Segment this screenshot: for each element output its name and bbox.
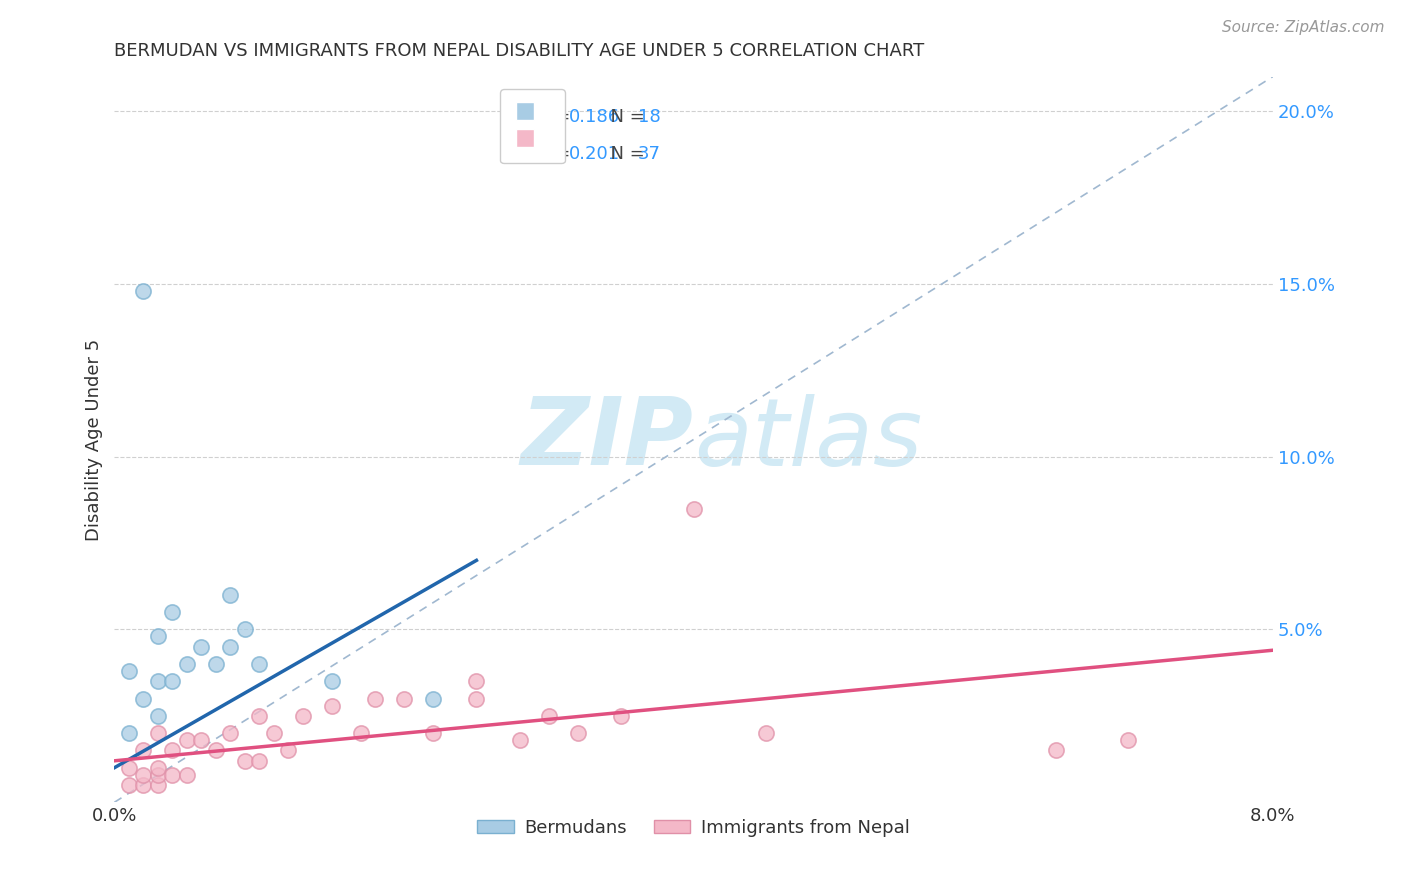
Text: 0.186: 0.186 xyxy=(568,108,620,126)
Text: Source: ZipAtlas.com: Source: ZipAtlas.com xyxy=(1222,20,1385,35)
Text: BERMUDAN VS IMMIGRANTS FROM NEPAL DISABILITY AGE UNDER 5 CORRELATION CHART: BERMUDAN VS IMMIGRANTS FROM NEPAL DISABI… xyxy=(114,42,925,60)
Point xyxy=(118,664,141,678)
Point xyxy=(509,733,531,747)
Point xyxy=(422,726,444,740)
Text: 18: 18 xyxy=(638,108,661,126)
Point xyxy=(146,709,169,723)
Point xyxy=(233,754,256,768)
Point xyxy=(422,691,444,706)
Point xyxy=(176,733,198,747)
Point xyxy=(146,778,169,792)
Point xyxy=(247,657,270,671)
Point xyxy=(392,691,415,706)
Point xyxy=(465,674,488,689)
Point xyxy=(567,726,589,740)
Point xyxy=(364,691,387,706)
Point xyxy=(349,726,371,740)
Point xyxy=(146,674,169,689)
Point xyxy=(610,709,633,723)
Point xyxy=(321,674,343,689)
Text: N =: N = xyxy=(599,145,650,163)
Point xyxy=(233,623,256,637)
Point xyxy=(118,778,141,792)
Point xyxy=(176,767,198,781)
Point xyxy=(146,761,169,775)
Text: ZIP: ZIP xyxy=(520,393,693,485)
Point xyxy=(162,743,184,757)
Text: R =: R = xyxy=(537,108,576,126)
Point xyxy=(219,588,242,602)
Point xyxy=(146,629,169,643)
Text: N =: N = xyxy=(599,108,650,126)
Point xyxy=(321,698,343,713)
Text: 37: 37 xyxy=(638,145,661,163)
Point xyxy=(132,284,155,298)
Point xyxy=(132,691,155,706)
Point xyxy=(755,726,778,740)
Point xyxy=(219,726,242,740)
Point xyxy=(146,767,169,781)
Point xyxy=(176,657,198,671)
Point xyxy=(118,761,141,775)
Point xyxy=(263,726,285,740)
Text: 0.201: 0.201 xyxy=(568,145,620,163)
Y-axis label: Disability Age Under 5: Disability Age Under 5 xyxy=(86,338,103,541)
Point xyxy=(190,640,212,654)
Point xyxy=(162,674,184,689)
Point xyxy=(247,709,270,723)
Point xyxy=(204,657,226,671)
Point xyxy=(277,743,299,757)
Point xyxy=(132,767,155,781)
Text: R =: R = xyxy=(537,145,576,163)
Point xyxy=(132,743,155,757)
Point xyxy=(291,709,314,723)
Point xyxy=(247,754,270,768)
Point xyxy=(162,767,184,781)
Point xyxy=(132,778,155,792)
Point xyxy=(1045,743,1067,757)
Point xyxy=(1116,733,1139,747)
Point xyxy=(682,501,704,516)
Point xyxy=(219,640,242,654)
Point xyxy=(162,605,184,619)
Point xyxy=(118,726,141,740)
Point xyxy=(537,709,560,723)
Point xyxy=(204,743,226,757)
Legend: Bermudans, Immigrants from Nepal: Bermudans, Immigrants from Nepal xyxy=(470,812,917,844)
Point xyxy=(190,733,212,747)
Point xyxy=(465,691,488,706)
Text: atlas: atlas xyxy=(693,394,922,485)
Point xyxy=(146,726,169,740)
